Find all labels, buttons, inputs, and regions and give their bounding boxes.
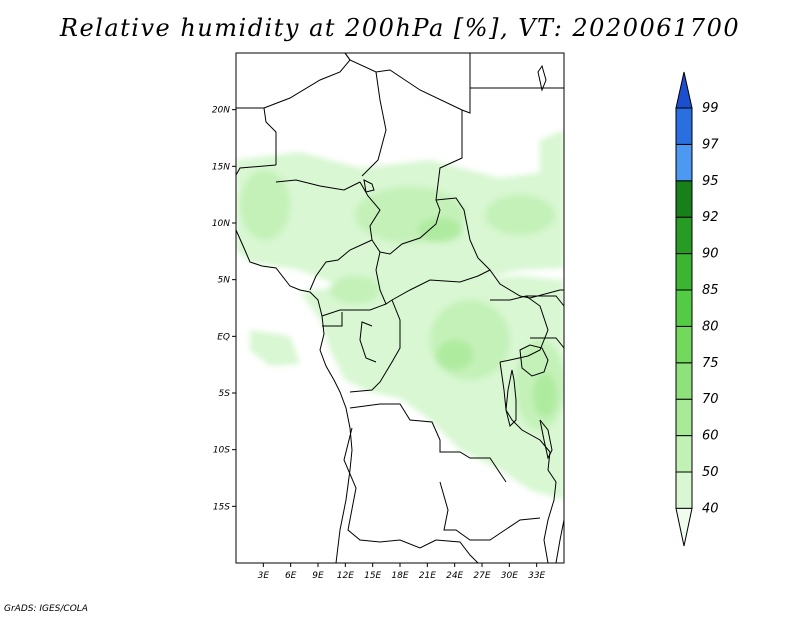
colorbar-label: 97 xyxy=(702,137,719,152)
lon-tick-label: 9E xyxy=(312,571,324,581)
lon-tick-label: 30E xyxy=(501,571,518,581)
humidity-patch xyxy=(485,195,555,235)
colorbar-segment xyxy=(675,180,693,218)
lon-tick-label: 12E xyxy=(337,571,354,581)
border xyxy=(321,303,387,317)
border xyxy=(359,181,441,255)
border xyxy=(435,110,463,201)
credit-text: GrADS: IGES/COLA xyxy=(4,604,88,614)
lat-tick-label: EQ xyxy=(217,332,230,342)
lon-tick-label: 6E xyxy=(285,571,297,581)
border xyxy=(375,251,491,305)
colorbar-segment xyxy=(675,289,693,327)
humidity-core xyxy=(533,373,557,417)
border xyxy=(275,179,361,191)
lon-tick-label: 33E xyxy=(528,571,545,581)
lake-malawi xyxy=(539,419,553,460)
colorbar-label: 70 xyxy=(702,392,719,407)
humidity-region-gulf xyxy=(250,330,300,366)
lon-tick-label: 21E xyxy=(419,571,436,581)
border xyxy=(236,107,277,165)
border xyxy=(439,481,541,541)
colorbar-label: 92 xyxy=(702,210,719,225)
border xyxy=(343,427,437,549)
longitude-axis: 3E 6E 9E 12E 15E 18E 21E 24E 27E 30E 33E xyxy=(258,563,546,581)
coastlines-and-borders xyxy=(236,53,564,563)
lat-tick-label: 10S xyxy=(213,446,230,456)
border xyxy=(322,312,343,327)
colorbar-segment xyxy=(675,107,693,145)
border xyxy=(530,337,564,349)
colorbar-arrow-bottom xyxy=(675,507,693,547)
colorbar-label: 90 xyxy=(702,247,719,262)
lat-tick-label: 5N xyxy=(218,276,231,286)
colorbar: 40 50 60 70 75 80 85 90 92 95 97 99 xyxy=(675,71,719,547)
border xyxy=(499,361,551,453)
lat-tick-label: 20N xyxy=(212,106,230,116)
border xyxy=(349,299,401,393)
border xyxy=(236,164,277,176)
lon-tick-label: 15E xyxy=(364,571,381,581)
lon-tick-label: 24E xyxy=(446,571,463,581)
humidity-core xyxy=(437,340,473,370)
lon-tick-label: 18E xyxy=(391,571,408,581)
colorbar-label: 95 xyxy=(702,174,719,189)
lat-tick-label: 15S xyxy=(213,502,230,512)
border xyxy=(361,71,387,177)
border xyxy=(359,321,377,363)
humidity-patch xyxy=(330,276,380,304)
colorbar-segment xyxy=(675,435,693,473)
colorbar-segment xyxy=(675,471,693,509)
colorbar-label: 60 xyxy=(702,429,719,444)
border xyxy=(349,403,507,483)
humidity-core xyxy=(418,218,462,242)
coastline-east-africa xyxy=(555,519,564,563)
lake-victoria xyxy=(519,344,549,377)
colorbar-segment xyxy=(675,143,693,182)
border xyxy=(344,53,471,114)
colorbar-label: 40 xyxy=(702,501,719,516)
lon-tick-label: 27E xyxy=(473,571,490,581)
lake-turkana xyxy=(537,64,547,92)
colorbar-segment xyxy=(675,325,693,364)
colorbar-label: 75 xyxy=(702,356,719,371)
humidity-region-east-highlands xyxy=(540,130,564,200)
lake-chad xyxy=(363,179,375,193)
humidity-patch xyxy=(240,170,290,240)
border xyxy=(263,53,351,109)
colorbar-label: 50 xyxy=(702,465,719,480)
colorbar-segment xyxy=(675,253,693,291)
lon-tick-label: 3E xyxy=(258,571,270,581)
border xyxy=(435,539,479,563)
colorbar-segment xyxy=(675,398,693,437)
map-title: Relative humidity at 200hPa [%], VT: 202… xyxy=(59,14,741,42)
lake-tanganyika xyxy=(505,369,517,427)
border xyxy=(526,295,564,307)
border xyxy=(490,295,549,363)
colorbar-label: 99 xyxy=(702,101,719,116)
latitude-axis: 20N 15N 10N 5N EQ 5S 10S 15S xyxy=(212,106,236,512)
coastline-west-africa xyxy=(236,229,353,563)
colorbar-label: 80 xyxy=(702,319,719,334)
humidity-patch xyxy=(430,300,510,380)
border xyxy=(543,451,557,563)
colorbar-segment xyxy=(675,362,693,400)
lat-tick-label: 5S xyxy=(219,389,231,399)
lat-tick-label: 15N xyxy=(212,162,230,172)
lat-tick-label: 10N xyxy=(212,219,230,229)
colorbar-label: 85 xyxy=(702,283,719,298)
colorbar-arrow-top xyxy=(675,71,693,109)
humidity-shading xyxy=(236,130,564,500)
border xyxy=(309,239,373,291)
colorbar-segment xyxy=(675,216,693,255)
